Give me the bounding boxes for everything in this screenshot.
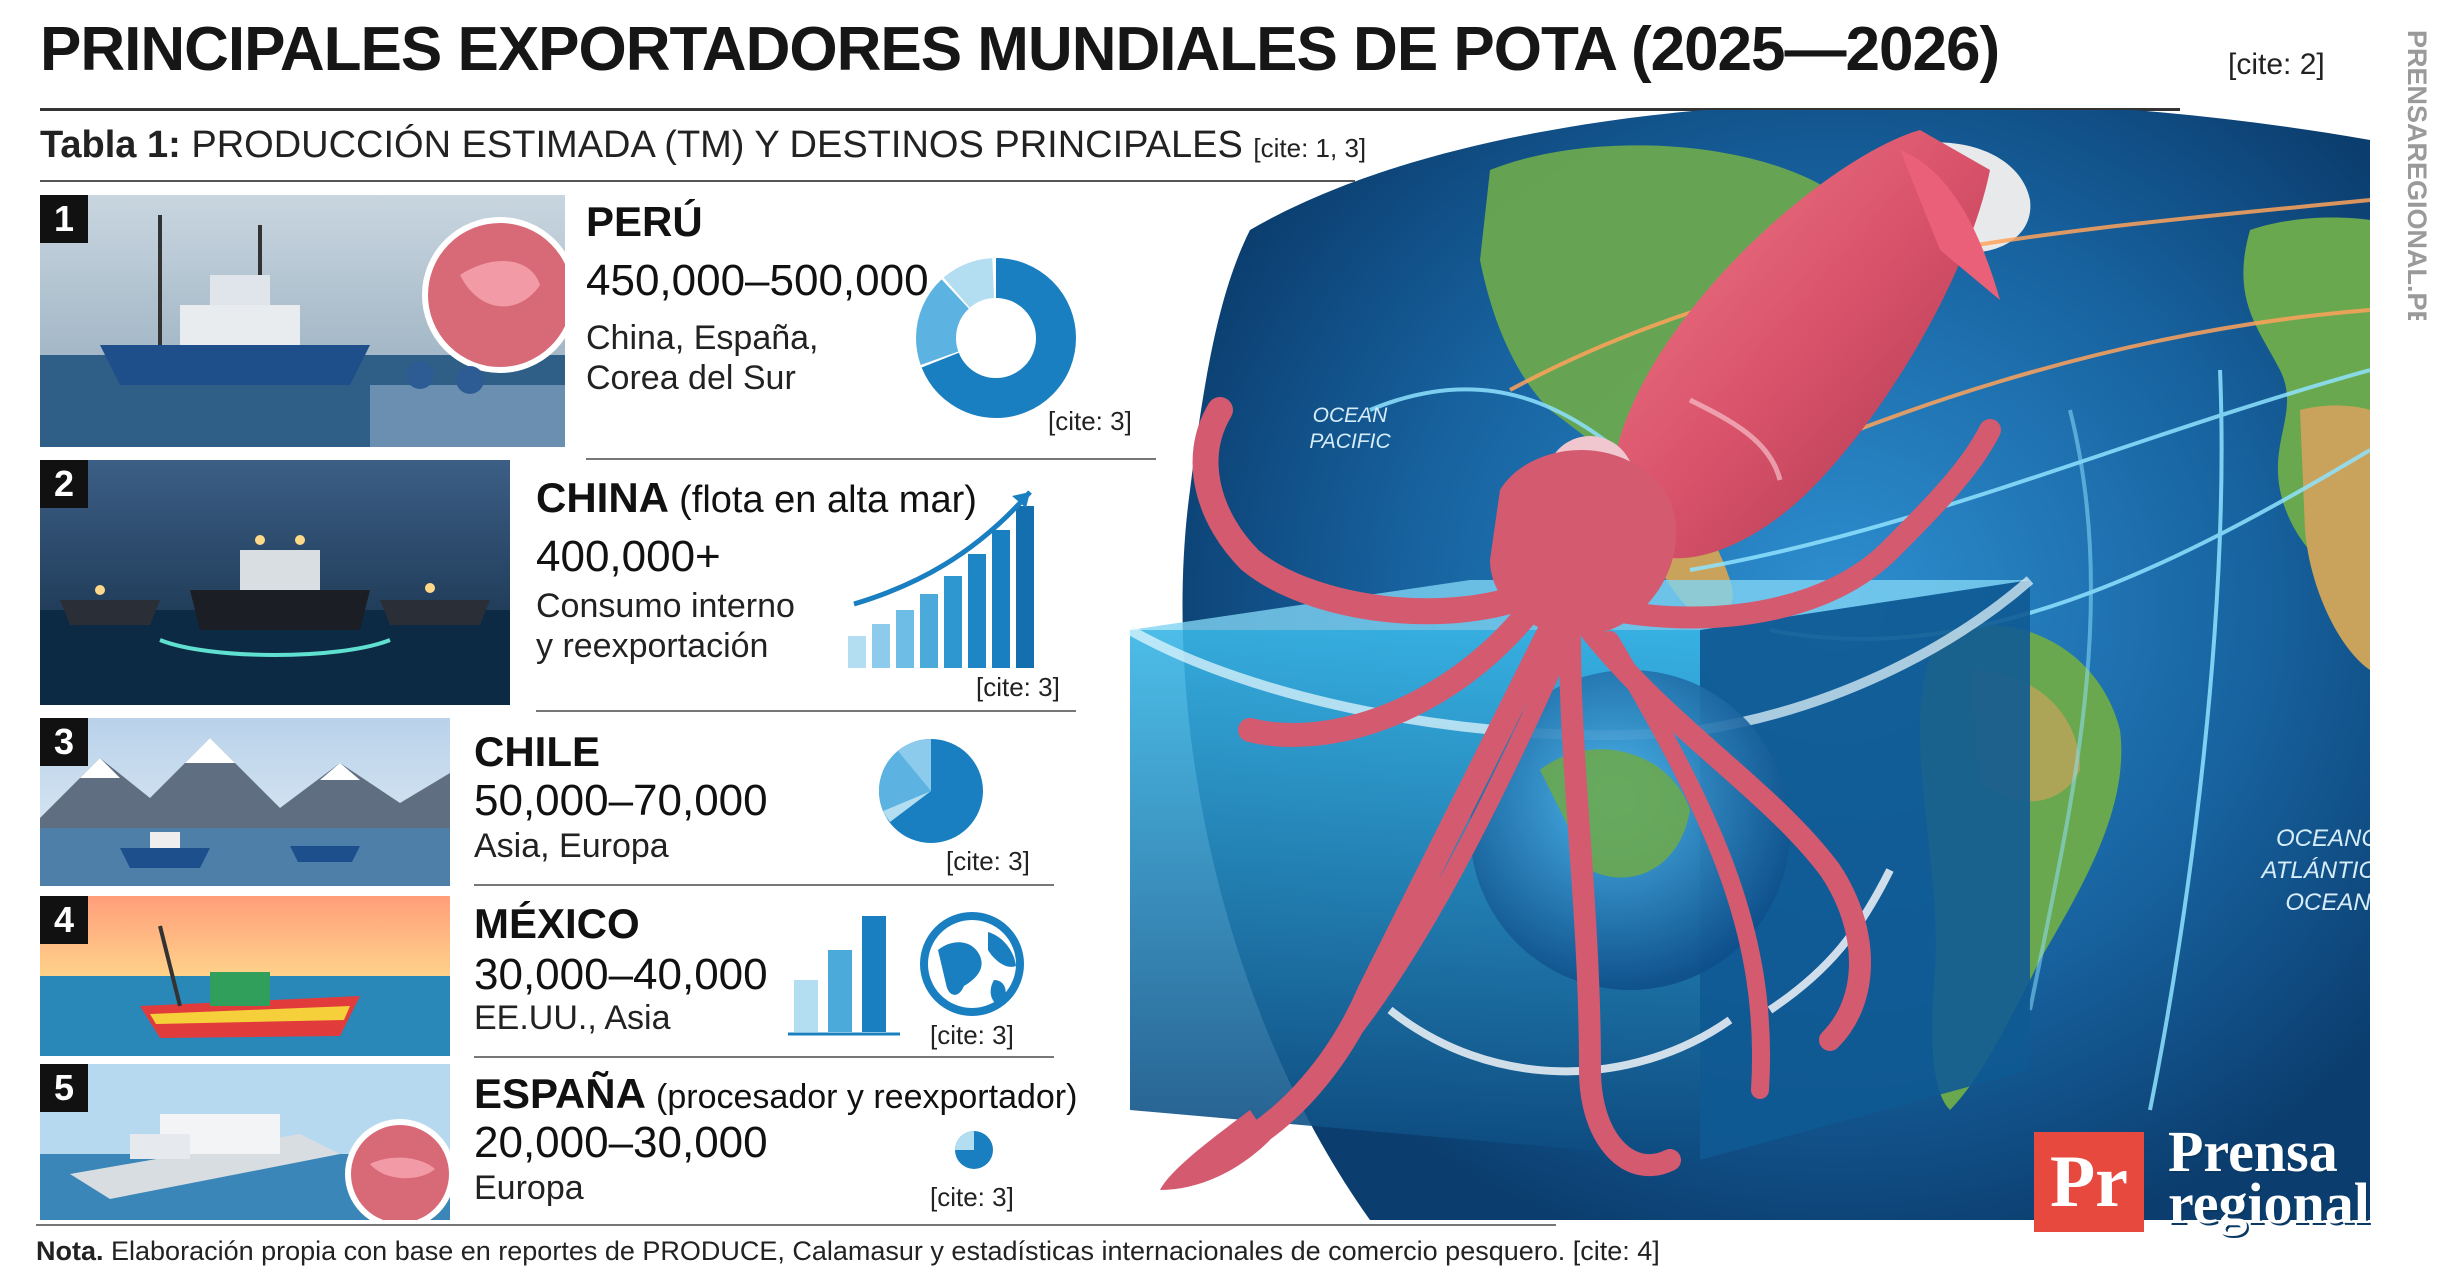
row-divider-2 <box>536 710 1076 712</box>
country-name-peru: PERÚ <box>586 198 703 246</box>
page-title: PRINCIPALES EXPORTADORES MUNDIALES DE PO… <box>40 15 2000 84</box>
brand-logo-line1: Prensa <box>2168 1119 2338 1184</box>
citation-peru: [cite: 3] <box>1048 406 1132 436</box>
atlantic-label-line1: OCEANO <box>2276 825 2370 852</box>
rank-badge-4: 4 <box>40 896 88 944</box>
brand-logo-wordmark: Prensa regional <box>2168 1119 2370 1236</box>
footnote-divider <box>36 1224 1556 1226</box>
citation-china: [cite: 3] <box>976 672 1060 702</box>
destinations-mexico: EE.UU., Asia <box>474 998 671 1038</box>
volume-peru: 450,000–500,000 <box>586 256 929 305</box>
country-name-china-text: CHINA <box>536 474 668 521</box>
rank-badge-5: 5 <box>40 1064 88 1112</box>
country-name-chile: CHILE <box>474 728 600 776</box>
destinations-china-line1: Consumo interno <box>536 587 795 625</box>
citation-mexico: [cite: 3] <box>930 1020 1014 1050</box>
destinations-peru-line2: Corea del Sur <box>586 359 796 397</box>
subtitle-citation: [cite: 1, 3] <box>1253 133 1367 163</box>
destinations-mexico-line1: EE.UU., Asia <box>474 999 671 1037</box>
destinations-china-line2: y reexportación <box>536 627 769 665</box>
country-name-chile-text: CHILE <box>474 728 600 775</box>
destinations-espana: Europa <box>474 1168 584 1208</box>
title-divider <box>40 108 2180 111</box>
pacific-label-line1: OCEAN <box>1313 404 1389 427</box>
row-divider-3 <box>474 884 1054 886</box>
subtitle-text: PRODUCCIÓN ESTIMADA (TM) Y DESTINOS PRIN… <box>191 124 1243 166</box>
subtitle-prefix: Tabla 1: <box>40 124 181 166</box>
volume-china: 400,000+ <box>536 532 721 581</box>
destinations-chile: Asia, Europa <box>474 826 669 866</box>
country-name-peru-text: PERÚ <box>586 198 703 245</box>
country-name-mexico: MÉXICO <box>474 900 640 948</box>
country-name-espana: ESPAÑA (procesador y reexportador) <box>474 1070 1077 1118</box>
footnote-text: Elaboración propia con base en reportes … <box>111 1236 1660 1266</box>
country-name-mexico-text: MÉXICO <box>474 900 640 947</box>
chile-fjord-boats-photo <box>40 718 450 886</box>
rank-badge-3: 3 <box>40 718 88 766</box>
vertical-brand-url: PRENSAREGIONAL.PE <box>2402 30 2432 320</box>
donut-chart-icon <box>916 258 1076 418</box>
atlantic-label-line3: OCEAN <box>2285 889 2370 916</box>
peru-fishing-vessel-photo <box>40 195 565 447</box>
rank-badge-2: 2 <box>40 460 88 508</box>
citation-chile: [cite: 3] <box>946 846 1030 876</box>
vertical-brand-text: PRENSAREGIONAL.PE <box>2402 30 2432 320</box>
country-name-espana-text: ESPAÑA <box>474 1070 645 1117</box>
volume-chile: 50,000–70,000 <box>474 776 768 825</box>
destinations-chile-line1: Asia, Europa <box>474 827 669 865</box>
subtitle-divider <box>40 180 1355 182</box>
country-name-china: CHINA (flota en alta mar) <box>536 474 977 522</box>
growth-bar-chart-icon <box>848 490 1034 668</box>
volume-espana: 20,000–30,000 <box>474 1118 768 1167</box>
title-citation: [cite: 2] <box>2228 48 2325 81</box>
row-divider-1 <box>586 458 1156 460</box>
espana-processing-plant-photo <box>40 1064 450 1220</box>
brand-logo-mark: Pr <box>2034 1132 2144 1232</box>
destinations-peru: China, España, Corea del Sur <box>586 318 819 398</box>
brand-logo-line2: regional <box>2168 1171 2370 1236</box>
pie-chart-icon <box>879 739 983 843</box>
destinations-china: Consumo interno y reexportación <box>536 586 795 666</box>
squid-world-map-illustration: OCEAN PACIFIC OCEANO ATLÁNTICO OCEAN <box>1127 110 2370 1220</box>
china-fishing-fleet-photo <box>40 460 510 705</box>
rank-badge-1: 1 <box>40 195 88 243</box>
footnote-prefix: Nota. <box>36 1236 104 1266</box>
table-subtitle: Tabla 1: PRODUCCIÓN ESTIMADA (TM) Y DEST… <box>40 124 1366 167</box>
destinations-espana-line1: Europa <box>474 1169 584 1207</box>
brand-logo-mark-text: Pr <box>2049 1141 2129 1223</box>
destinations-peru-line1: China, España, <box>586 319 819 357</box>
volume-mexico: 30,000–40,000 <box>474 950 768 999</box>
footnote: Nota. Elaboración propia con base en rep… <box>36 1236 1660 1267</box>
country-note-espana: (procesador y reexportador) <box>656 1078 1078 1116</box>
country-note-china: (flota en alta mar) <box>679 479 977 521</box>
atlantic-label-line2: ATLÁNTICO <box>2260 857 2370 884</box>
citation-espana: [cite: 3] <box>930 1182 1014 1212</box>
mini-pie-icon <box>955 1131 993 1169</box>
mexico-fishing-boat-photo <box>40 896 450 1056</box>
row-divider-4 <box>474 1056 1054 1058</box>
bar-chart-globe-icon <box>788 912 1024 1036</box>
pacific-label-line2: PACIFIC <box>1309 430 1391 453</box>
